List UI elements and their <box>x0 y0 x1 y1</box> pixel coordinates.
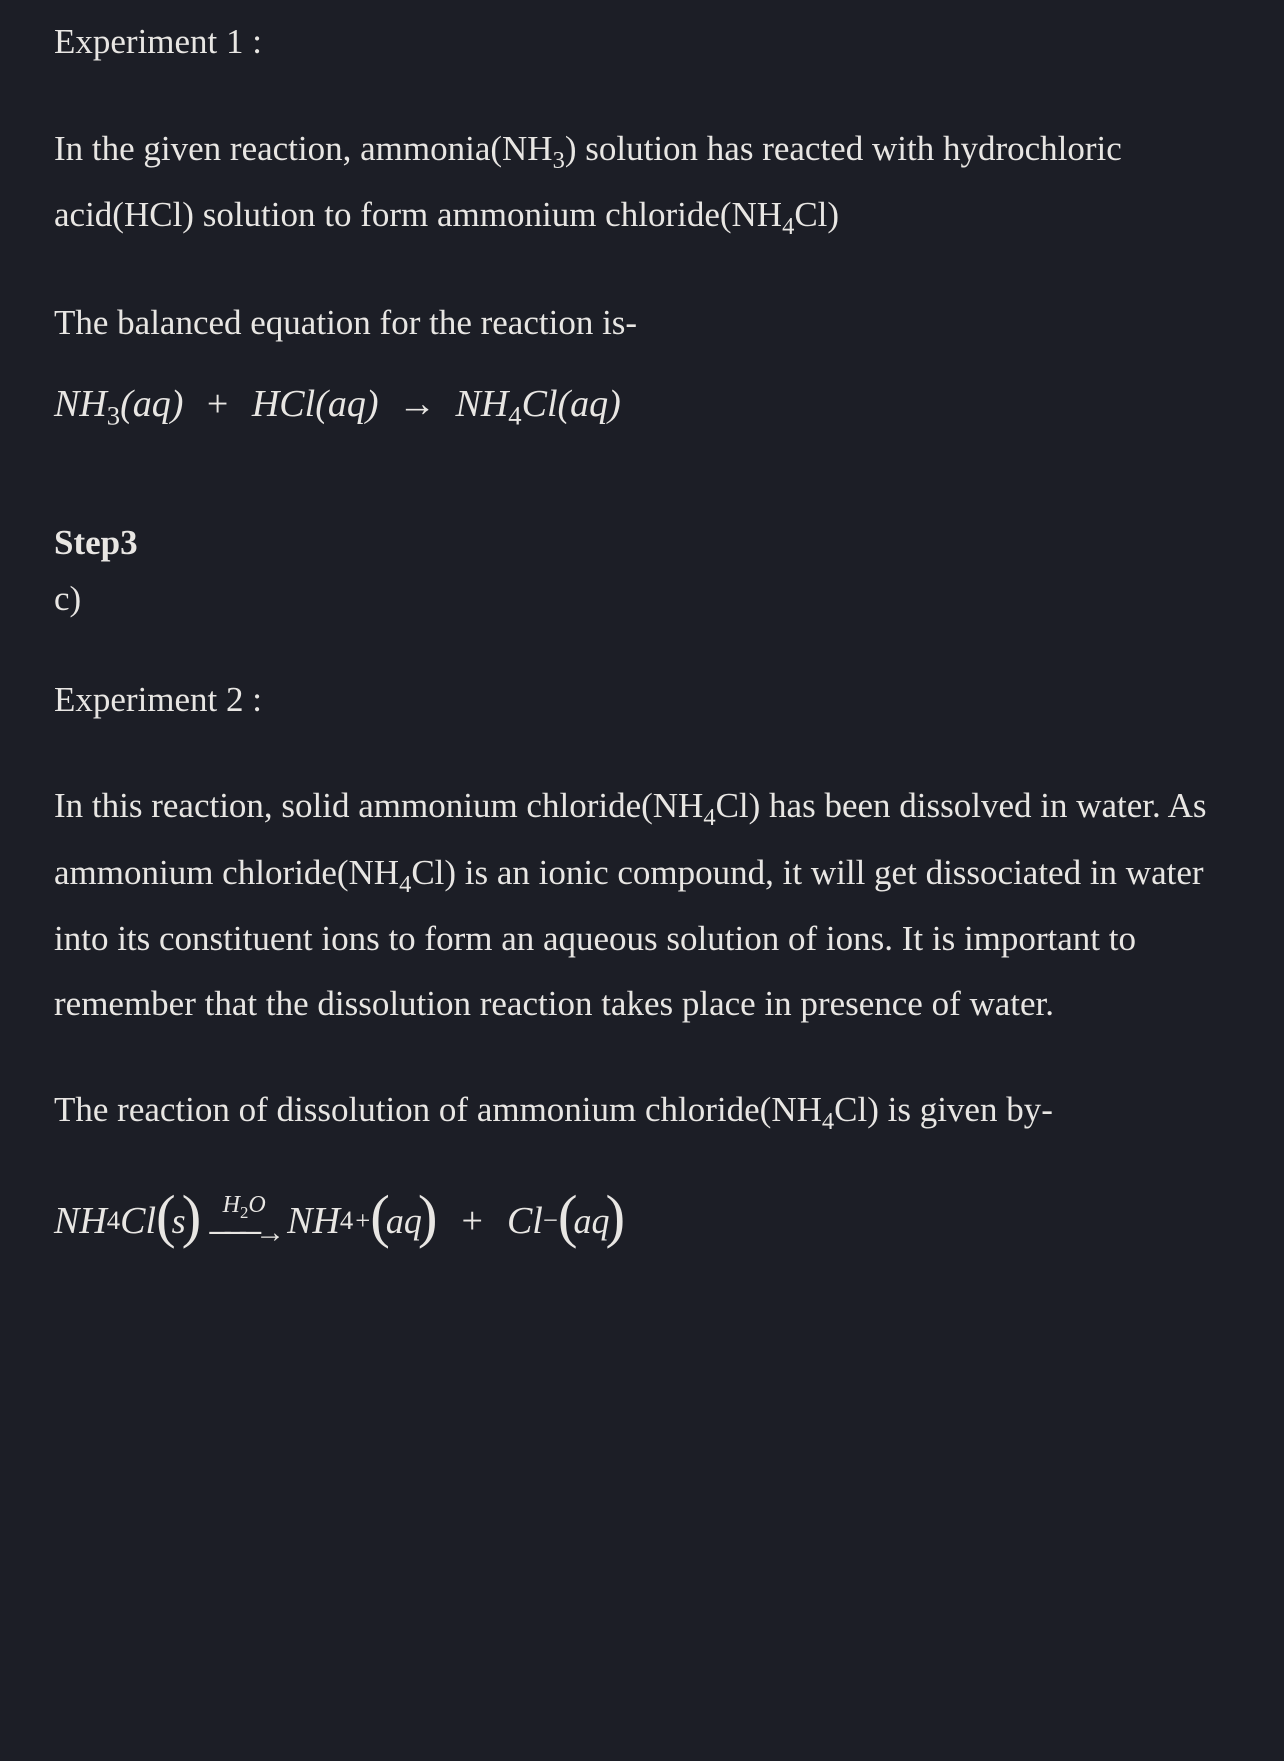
exp2-intro2-end: Cl) is given by- <box>834 1090 1053 1129</box>
part-c-label: c) <box>54 573 1230 626</box>
eq2-arrow-with-label: H2O ───→ <box>209 1193 279 1242</box>
eq2-rparen2: ) <box>418 1193 438 1240</box>
eq2-lhs-mid: Cl <box>120 1193 156 1250</box>
experiment2-description: In this reaction, solid ammonium chlorid… <box>54 774 1230 1036</box>
eq2-rhs2: Cl <box>507 1193 543 1250</box>
step3-heading-text: Step3 <box>54 523 138 562</box>
eq2-lparen1: ( <box>156 1193 176 1240</box>
experiment1-title: Experiment 1 : <box>54 10 1230 75</box>
balanced-equation-intro: The balanced equation for the reaction i… <box>54 291 1230 356</box>
eq2-rhs2-sup: − <box>543 1201 558 1241</box>
exp2-desc-sub2: 4 <box>399 871 411 898</box>
equation2: NH4Cl(s) H2O ───→ NH4+(aq) + Cl−(aq) <box>54 1193 1230 1250</box>
eq2-lhs-sub: 4 <box>107 1201 120 1241</box>
exp2-desc-sub1: 4 <box>703 804 715 831</box>
eq1-lhs1: NH <box>54 383 107 425</box>
equation1: NH3(aq) + HCl(aq) → NH4Cl(aq) <box>54 376 1230 436</box>
eq1-rhs: NH <box>456 383 509 425</box>
exp2-intro2-prefix: The reaction of dissolution of ammonium … <box>54 1090 822 1129</box>
eq1-arrow: → <box>398 376 436 433</box>
eq2-rhs1: NH <box>287 1193 340 1250</box>
exp2-intro2-sub: 4 <box>822 1108 834 1135</box>
part-c-text: c) <box>54 579 81 618</box>
eq2-rhs1-term: NH4+(aq) <box>287 1193 437 1250</box>
eq2-lhs: NH <box>54 1193 107 1250</box>
eq2-rhs1-sup: + <box>355 1201 370 1241</box>
step3-heading: Step3 <box>54 517 1230 570</box>
balanced-intro-text: The balanced equation for the reaction i… <box>54 303 637 342</box>
eq2-lparen3: ( <box>558 1193 578 1240</box>
eq2-arrow-top-post: O <box>248 1192 265 1218</box>
eq2-rparen1: ) <box>182 1193 202 1240</box>
eq2-state-aq1: aq <box>386 1194 422 1248</box>
eq2-lparen2: ( <box>370 1193 390 1240</box>
eq1-lhs1-state: (aq) <box>120 383 183 425</box>
eq1-rhs-sub: 4 <box>508 401 521 431</box>
experiment2-title: Experiment 2 : <box>54 668 1230 733</box>
dissolution-intro: The reaction of dissolution of ammonium … <box>54 1078 1230 1144</box>
eq2-arrow-top-pre: H <box>223 1192 240 1218</box>
exp1-desc-sub1: 3 <box>553 147 565 174</box>
eq1-lhs1-sub: 3 <box>107 401 120 431</box>
eq1-rhs-end: Cl(aq) <box>522 383 621 425</box>
eq2-plus: + <box>462 1193 483 1250</box>
exp2-desc-prefix: In this reaction, solid ammonium chlorid… <box>54 786 703 825</box>
eq2-lhs-term: NH4Cl(s) <box>54 1193 201 1250</box>
exp1-desc-sub2: 4 <box>782 213 794 240</box>
eq2-rhs2-term: Cl−(aq) <box>507 1193 625 1250</box>
eq2-arrow-shaft: ───→ <box>209 1224 279 1242</box>
eq2-rhs1-sub: 4 <box>340 1201 353 1241</box>
eq2-state-aq2: aq <box>574 1194 610 1248</box>
experiment1-description: In the given reaction, ammonia(NH3) solu… <box>54 117 1230 250</box>
eq1-lhs2: HCl(aq) <box>252 383 379 425</box>
exp2-title-text: Experiment 2 : <box>54 680 262 719</box>
exp1-desc-prefix: In the given reaction, ammonia(NH <box>54 129 553 168</box>
exp1-desc-end: Cl) <box>794 195 839 234</box>
exp1-title-text: Experiment 1 : <box>54 22 262 61</box>
eq1-plus: + <box>207 383 228 425</box>
eq2-rparen3: ) <box>606 1193 626 1240</box>
